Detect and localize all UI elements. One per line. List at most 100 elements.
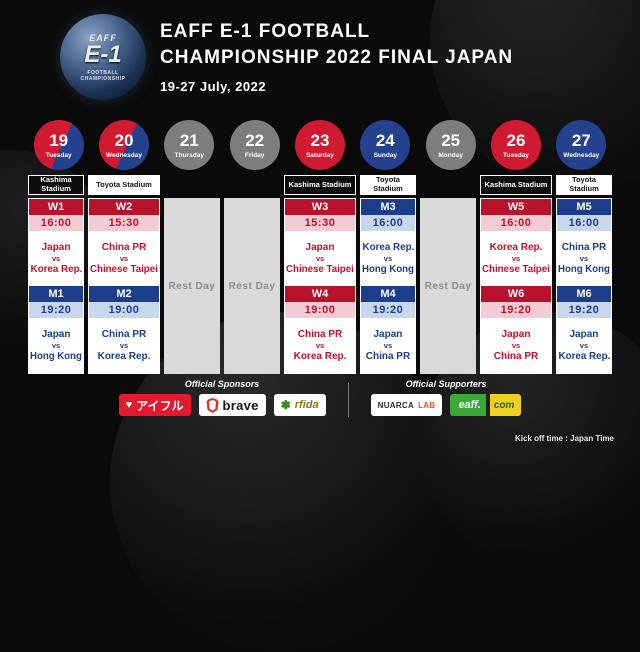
vs-label: vs: [383, 254, 393, 263]
stadium-label: Toyota Stadium: [359, 175, 416, 195]
away-team: Hong Kong: [362, 264, 414, 275]
heart-icon: ♥: [125, 399, 133, 411]
footer: Official Sponsors ♥ アイフル brave ✽ rfida O…: [0, 379, 640, 417]
day-weekday: Tuesday: [503, 151, 529, 159]
match-code: W3: [285, 199, 355, 215]
title-block: EAFF E-1 FOOTBALL CHAMPIONSHIP 2022 FINA…: [160, 12, 513, 112]
stadium-label: Kashima Stadium: [480, 175, 552, 195]
day-number: 26: [506, 130, 526, 150]
home-team: China PR: [101, 329, 147, 340]
away-team: Chinese Taipei: [90, 264, 158, 275]
away-team: Hong Kong: [558, 264, 610, 275]
day-circle-24: 24 Sunday: [360, 120, 411, 170]
match-M2: M2 19:00 China PR vs Korea Rep.: [89, 286, 159, 373]
rfida-logo: ✽ rfida: [273, 394, 326, 416]
teams: China PR vs Korea Rep.: [285, 318, 355, 373]
official-sponsors-group: Official Sponsors ♥ アイフル brave ✽ rfida: [118, 379, 326, 416]
gear-flower-icon: ✽: [280, 398, 291, 412]
match-code: W5: [481, 199, 551, 215]
day-number: 27: [571, 130, 591, 150]
teams: Japan vs China PR: [360, 318, 415, 373]
match-W2: W2 15:30 China PR vs Chinese Taipei: [89, 199, 159, 286]
match-W1: W1 16:00 Japan vs Korea Rep.: [29, 199, 84, 286]
vs-label: vs: [119, 254, 129, 263]
logo-e1-text: E-1: [84, 40, 122, 68]
vs-label: vs: [51, 341, 61, 350]
kickoff-time: 19:20: [556, 302, 611, 318]
day-weekday: Saturday: [306, 151, 334, 159]
match-W3: W3 15:30 Japan vs Chinese Taipei: [285, 199, 355, 286]
home-team: Korea Rep.: [489, 242, 543, 253]
stadium-label: Toyota Stadium: [555, 175, 612, 195]
teams: China PR vs Korea Rep.: [89, 318, 159, 373]
rest-day-block: Rest Day: [224, 198, 281, 374]
kickoff-time: 15:30: [89, 215, 159, 231]
home-team: Japan: [41, 329, 71, 340]
home-team: Japan: [501, 329, 531, 340]
schedule-grid: 19 Tuesday 20 Wednesday 21 Thursday 22 F…: [28, 120, 612, 374]
match-code: W1: [29, 199, 84, 215]
match-code: W2: [89, 199, 159, 215]
away-team: Chinese Taipei: [286, 264, 354, 275]
teams: Korea Rep. vs Chinese Taipei: [481, 231, 551, 286]
match-M6: M6 19:20 Japan vs Korea Rep.: [556, 286, 611, 373]
day-weekday: Wednesday: [563, 151, 600, 159]
vs-label: vs: [315, 341, 325, 350]
nuarca-lab-text: LAB: [418, 400, 436, 410]
rest-day-column-22: Rest Day: [224, 175, 281, 374]
eaff-text: eaff.: [450, 394, 486, 416]
rest-day-block: Rest Day: [163, 198, 220, 374]
nuarca-lab-logo: NUARCA LAB: [370, 394, 443, 416]
kickoff-time: 19:00: [285, 302, 355, 318]
home-team: Japan: [305, 242, 335, 253]
match-M3: M3 16:00 Korea Rep. vs Hong Kong: [360, 199, 415, 286]
away-team: China PR: [493, 351, 539, 362]
away-team: Korea Rep.: [97, 351, 151, 362]
day-circle-27: 27 Wednesday: [556, 120, 607, 170]
day-number: 19: [49, 130, 69, 150]
rest-day-label: Rest Day: [228, 280, 276, 292]
away-team: Hong Kong: [30, 351, 82, 362]
rest-day-column-25: Rest Day: [420, 175, 477, 374]
kickoff-time: 16:00: [556, 215, 611, 231]
match-M4: M4 19:20 Japan vs China PR: [360, 286, 415, 373]
kickoff-time: 19:20: [360, 302, 415, 318]
day-number: 20: [114, 130, 134, 150]
teams: Japan vs Hong Kong: [29, 318, 84, 373]
brave-text: brave: [222, 397, 259, 413]
schedule-column-26: Kashima Stadium W5 16:00 Korea Rep. vs C…: [480, 175, 552, 374]
teams: China PR vs Hong Kong: [556, 231, 611, 286]
day-circle-23: 23 Saturday: [294, 120, 345, 170]
away-team: Korea Rep.: [558, 351, 610, 362]
kickoff-time: 19:20: [481, 302, 551, 318]
stadium-label: Kashima Stadium: [28, 175, 85, 195]
footer-divider: [347, 383, 349, 417]
header: EAFF E-1 FOOTBALL CHAMPIONSHIP EAFF E-1 …: [60, 12, 630, 112]
match-code: M4: [360, 286, 415, 302]
sponsors-title: Official Sponsors: [184, 379, 260, 389]
kickoff-time: 19:00: [89, 302, 159, 318]
away-team: China PR: [365, 351, 411, 362]
match-block: W2 15:30 China PR vs Chinese Taipei M2 1…: [88, 198, 160, 374]
away-team: Korea Rep.: [293, 351, 347, 362]
day-weekday: Friday: [244, 151, 265, 159]
rest-day-label: Rest Day: [424, 280, 472, 292]
kickoff-time: 16:00: [29, 215, 84, 231]
match-code: W4: [285, 286, 355, 302]
day-weekday: Sunday: [373, 151, 398, 159]
rest-day-label: Rest Day: [168, 280, 216, 292]
match-M5: M5 16:00 China PR vs Hong Kong: [556, 199, 611, 286]
day-circle-21: 21 Thursday: [164, 120, 215, 170]
match-block: W3 15:30 Japan vs Chinese Taipei W4 19:0…: [284, 198, 356, 374]
match-block: M5 16:00 China PR vs Hong Kong M6 19:20 …: [555, 198, 612, 374]
match-code: M1: [29, 286, 84, 302]
kickoff-time: 16:00: [360, 215, 415, 231]
home-team: China PR: [297, 329, 343, 340]
vs-label: vs: [51, 254, 61, 263]
teams: China PR vs Chinese Taipei: [89, 231, 159, 286]
match-code: M2: [89, 286, 159, 302]
logo-eaff-text: EAFF: [89, 32, 117, 43]
day-circle-20: 20 Wednesday: [98, 120, 149, 170]
kickoff-time-note: Kick off time : Japan Time: [515, 434, 614, 443]
teams: Japan vs China PR: [481, 318, 551, 373]
